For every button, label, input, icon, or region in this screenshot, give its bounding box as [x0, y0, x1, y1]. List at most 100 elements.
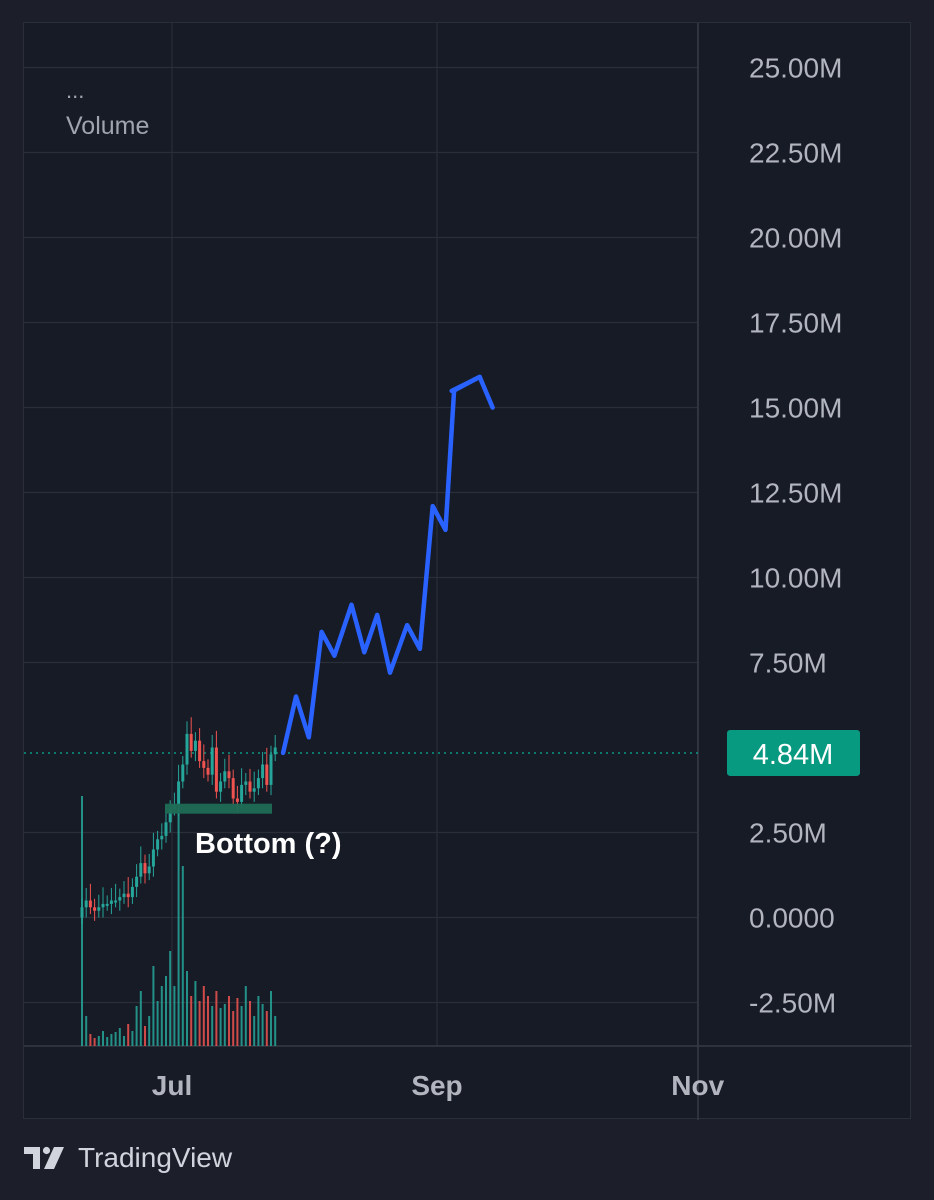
candle-body	[114, 900, 118, 903]
candle-body	[240, 784, 244, 802]
candle-body	[261, 764, 265, 779]
candle-body	[177, 781, 181, 806]
candle-body	[210, 747, 214, 775]
candle-body	[269, 754, 273, 785]
volume-bar	[244, 986, 247, 1046]
current-value-label: 4.84M	[753, 739, 834, 771]
y-tick-label: 12.50M	[749, 478, 842, 509]
legend-menu[interactable]: ...	[66, 78, 85, 103]
y-tick-label: -2.50M	[749, 988, 836, 1019]
volume-chart[interactable]: Bottom (?) 25.00M 22.50M 20.00M 17.50M 15.00…	[24, 23, 912, 1120]
legend-title: Volume	[66, 112, 150, 140]
candle-body	[101, 903, 105, 908]
candle-body	[231, 778, 235, 799]
candle-body	[252, 788, 256, 792]
candle-body	[202, 761, 206, 768]
candle-body	[139, 863, 143, 877]
volume-bar	[232, 1011, 235, 1046]
candle-body	[80, 907, 84, 918]
volume-bar	[97, 1036, 100, 1046]
volume-bar	[89, 1034, 92, 1046]
volume-bar	[219, 1008, 222, 1046]
x-tick-label: Sep	[411, 1070, 462, 1101]
volume-bar	[177, 796, 180, 1046]
bottom-annotation: Bottom (?)	[195, 828, 342, 860]
volume-bar	[228, 996, 230, 1046]
candle-body	[244, 781, 248, 785]
candle-body	[105, 903, 109, 906]
chart-panel[interactable]: Bottom (?) 25.00M 22.50M 20.00M 17.50M 15.00…	[23, 22, 912, 1120]
volume-bar	[106, 1037, 109, 1046]
y-tick-label: 7.50M	[749, 648, 827, 679]
candle-body	[256, 778, 260, 789]
candle-body	[181, 764, 185, 782]
candle-body	[122, 893, 126, 898]
volume-bar	[265, 1011, 268, 1046]
candle-body	[223, 771, 227, 782]
volume-bar	[215, 991, 218, 1046]
candle-body	[219, 781, 223, 792]
candle-body	[227, 771, 231, 779]
projection-arrowhead	[449, 374, 495, 410]
candle-body	[265, 764, 269, 785]
volume-bar	[102, 1031, 104, 1046]
y-tick-label: 17.50M	[749, 308, 842, 339]
volume-bar	[240, 1006, 243, 1046]
candle-body	[84, 900, 88, 908]
candle-body	[168, 808, 172, 823]
current-value-badge	[727, 729, 860, 776]
volume-bar	[223, 1004, 226, 1046]
volume-bar	[207, 996, 209, 1046]
y-tick-label: 15.00M	[749, 393, 842, 424]
footer-brand: TradingView	[78, 1142, 233, 1173]
volume-bar	[85, 1016, 88, 1046]
candle-body	[135, 876, 139, 887]
volume-bar	[144, 1026, 146, 1046]
candle-body	[193, 740, 197, 751]
volume-bar	[131, 1031, 134, 1046]
candle-body	[143, 863, 147, 874]
candle-body	[198, 740, 202, 762]
volume-bar	[156, 1001, 159, 1046]
y-tick-label: 25.00M	[749, 53, 842, 84]
volume-bar	[186, 971, 188, 1046]
projection-line	[280, 374, 482, 756]
candle-body	[147, 866, 151, 874]
volume-bar	[173, 986, 176, 1046]
candle-body	[160, 835, 164, 840]
y-tick-label: 0.0000	[749, 903, 835, 934]
candle-body	[88, 900, 92, 908]
volume-bar	[160, 986, 163, 1046]
candle-body	[189, 733, 193, 751]
volume-bar	[169, 951, 172, 1046]
volume-bar	[181, 866, 184, 1046]
x-tick-label: Jul	[152, 1070, 192, 1101]
y-tick-label: 10.00M	[749, 563, 842, 594]
bottom-zone	[165, 803, 272, 814]
volume-bar	[148, 1016, 151, 1046]
candle-body	[126, 893, 130, 898]
volume-bar	[249, 1001, 251, 1046]
volume-bar	[202, 986, 205, 1046]
candle-body	[130, 886, 134, 898]
volume-bar	[236, 998, 239, 1046]
volume-bar	[152, 966, 155, 1046]
candle-body	[248, 781, 252, 792]
volume-bar	[123, 1036, 125, 1046]
volume-bar	[165, 976, 167, 1046]
candle-body	[109, 900, 113, 904]
volume-bar	[135, 1006, 138, 1046]
volume-bar	[257, 996, 260, 1046]
candle-body	[118, 897, 122, 901]
volume-bar	[198, 1001, 201, 1046]
volume-bar	[253, 1016, 256, 1046]
candle-body	[97, 907, 101, 911]
candle-body	[93, 907, 97, 911]
y-tick-label: 22.50M	[749, 138, 842, 169]
volume-bar	[118, 1028, 121, 1046]
volume-bar	[274, 1016, 277, 1046]
candle-body	[151, 849, 155, 867]
volume-bar	[211, 1006, 214, 1046]
x-tick-label: Nov	[671, 1070, 724, 1101]
candle-body	[206, 767, 210, 775]
